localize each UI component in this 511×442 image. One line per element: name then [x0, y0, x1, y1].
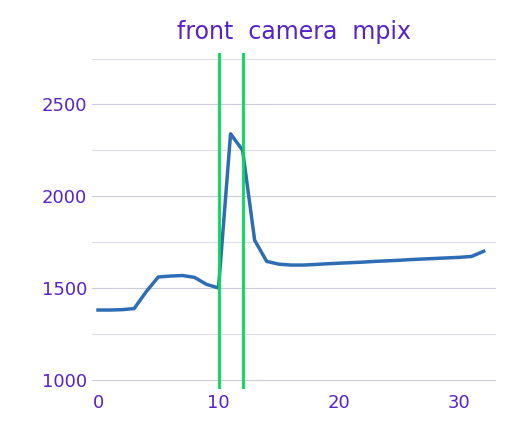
- Title: front  camera  mpix: front camera mpix: [177, 20, 411, 44]
